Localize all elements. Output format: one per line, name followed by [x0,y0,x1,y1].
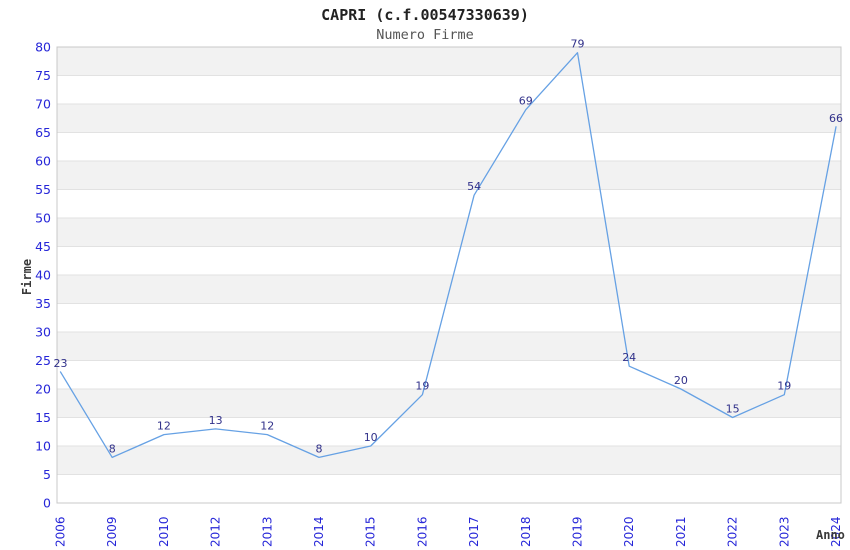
y-tick-label: 0 [43,496,51,511]
plot-band [57,218,841,247]
data-label: 8 [109,442,116,455]
data-label: 23 [54,357,68,370]
x-tick-label: 2015 [364,516,378,547]
data-label: 19 [777,380,791,393]
y-tick-label: 45 [35,239,51,254]
x-axis-title: Anno [816,528,845,542]
y-tick-label: 40 [35,268,51,283]
plot-band [57,104,841,133]
data-label: 10 [364,431,378,444]
chart-subtitle: Numero Firme [376,27,474,43]
plot-band [57,47,841,76]
plot-band [57,161,841,190]
x-tick-label: 2020 [622,516,636,547]
y-tick-label: 65 [35,125,51,140]
y-tick-label: 50 [35,211,51,226]
y-tick-label: 70 [35,97,51,112]
x-tick-label: 2023 [777,516,791,547]
x-tick-label: 2024 [829,516,843,547]
x-tick-label: 2009 [105,516,119,547]
x-tick-label: 2010 [157,516,171,547]
plot-band [57,275,841,304]
plot-frame [56,46,842,504]
data-label: 20 [674,374,688,387]
chart-title: CAPRI (c.f.00547330639) [321,6,529,24]
data-label: 69 [519,95,533,108]
y-tick-label: 30 [35,325,51,340]
y-tick-label: 75 [35,68,51,83]
plot-band [57,389,841,418]
x-tick-label: 2021 [674,516,688,547]
y-tick-label: 15 [35,410,51,425]
x-tick-label: 2018 [519,516,533,547]
x-tick-label: 2016 [415,516,429,547]
x-tick-label: 2022 [726,516,740,547]
data-label: 66 [829,112,843,125]
x-tick-label: 2006 [54,516,68,547]
x-tick-label: 2012 [209,516,223,547]
data-label: 13 [209,414,223,427]
y-tick-label: 55 [35,182,51,197]
y-tick-label: 60 [35,154,51,169]
data-label: 79 [571,38,585,51]
y-tick-label: 25 [35,353,51,368]
x-tick-label: 2014 [312,516,326,547]
x-tick-label: 2019 [571,516,585,547]
y-tick-label: 80 [35,40,51,55]
data-label: 24 [622,351,636,364]
y-tick-label: 20 [35,382,51,397]
data-label: 12 [157,420,171,433]
data-label: 15 [726,403,740,416]
plot-band [57,332,841,361]
y-tick-label: 10 [35,439,51,454]
data-label: 54 [467,180,481,193]
data-label: 8 [316,442,323,455]
plot-band [57,446,841,475]
data-label: 12 [260,420,274,433]
series-line [59,52,837,459]
x-tick-label: 2013 [260,516,274,547]
y-tick-label: 35 [35,296,51,311]
y-tick-label: 5 [43,467,51,482]
x-tick-label: 2017 [467,516,481,547]
data-label: 19 [415,380,429,393]
y-axis-title: Firme [20,258,34,296]
